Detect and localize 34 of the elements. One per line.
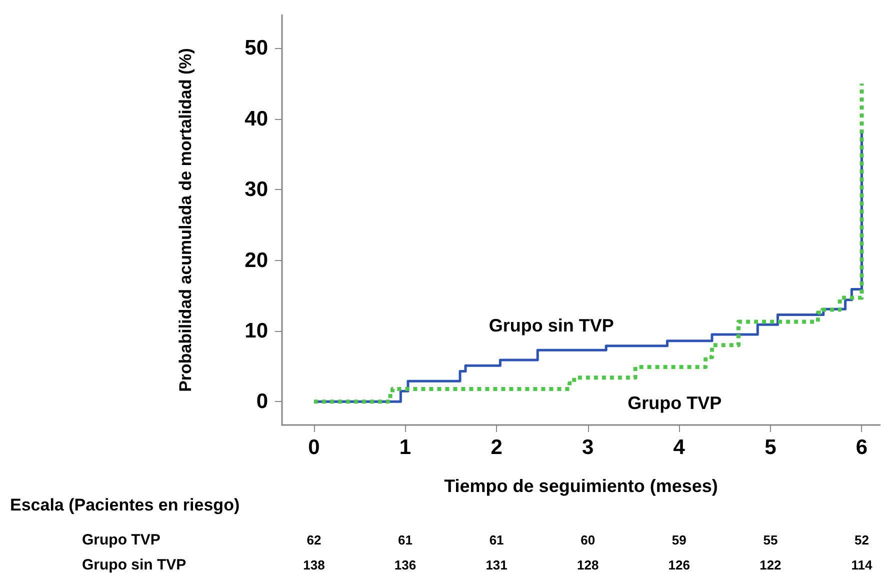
x-axis-title: Tiempo de seguimiento (meses)	[444, 476, 718, 496]
text: Escala (Pacientes en riesgo)	[10, 496, 240, 514]
text: 126	[668, 558, 690, 572]
text: 59	[672, 532, 686, 548]
text: 62	[306, 532, 322, 548]
x-tick-label: 4	[673, 436, 686, 459]
y-tick-label: 20	[244, 248, 268, 272]
text: Grupo TVP	[82, 532, 160, 548]
text: 122	[760, 558, 782, 572]
text: 114	[851, 558, 873, 572]
series-label: Grupo sin TVP	[488, 315, 614, 336]
y-tick-label: 10	[244, 319, 268, 342]
text: 52	[854, 532, 869, 548]
text: 61	[489, 532, 504, 548]
y-tick-label: 50	[244, 36, 268, 60]
x-tick-label: 3	[582, 436, 594, 459]
x-tick-label: 6	[856, 436, 868, 459]
x-tick-label: 5	[764, 436, 777, 459]
text: 60	[580, 532, 596, 548]
x-tick-label: 1	[399, 436, 412, 459]
y-tick-label: 40	[244, 107, 268, 130]
y-axis-title: Probabilidad acumulada de mortalidad (%)	[176, 48, 195, 392]
x-tick-label: 2	[490, 436, 502, 459]
text: 138	[303, 558, 325, 572]
text: 131	[486, 558, 508, 572]
text: 136	[394, 558, 416, 572]
series-label: Grupo TVP	[628, 393, 722, 414]
text: 61	[398, 532, 412, 548]
text: 55	[763, 532, 778, 548]
text: 128	[576, 558, 599, 572]
y-tick-label: 30	[244, 178, 268, 202]
text: Grupo sin TVP	[82, 556, 186, 574]
x-tick-label: 0	[308, 436, 320, 459]
y-tick-label: 0	[256, 390, 268, 414]
